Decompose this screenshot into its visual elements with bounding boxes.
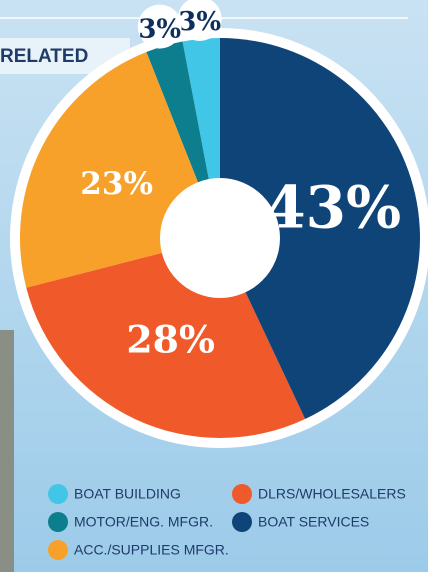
legend-label: DLRS/WHOLESALERS — [258, 486, 406, 502]
legend-swatch — [48, 512, 68, 532]
legend-label: MOTOR/ENG. MFGR. — [74, 514, 213, 530]
legend-label: BOAT SERVICES — [258, 514, 369, 530]
legend-swatch — [48, 540, 68, 560]
data-label: 28% — [126, 317, 215, 361]
photo-edge — [0, 330, 14, 572]
legend-label: ACC./SUPPLIES MFGR. — [74, 542, 229, 558]
legend-swatch — [232, 484, 252, 504]
legend-swatch — [232, 512, 252, 532]
pie-hole — [160, 178, 280, 298]
data-label: 23% — [80, 166, 153, 202]
legend-swatch — [48, 484, 68, 504]
chart-title: RELATED — [0, 46, 88, 67]
chart: RELATED 3%3% 23% 28% 43% BOAT BUILDING MOTOR… — [0, 0, 428, 572]
data-label: 43% — [265, 173, 401, 242]
legend-label: BOAT BUILDING — [74, 486, 181, 502]
data-label: 3% — [178, 7, 221, 37]
data-label: 3% — [138, 15, 181, 45]
